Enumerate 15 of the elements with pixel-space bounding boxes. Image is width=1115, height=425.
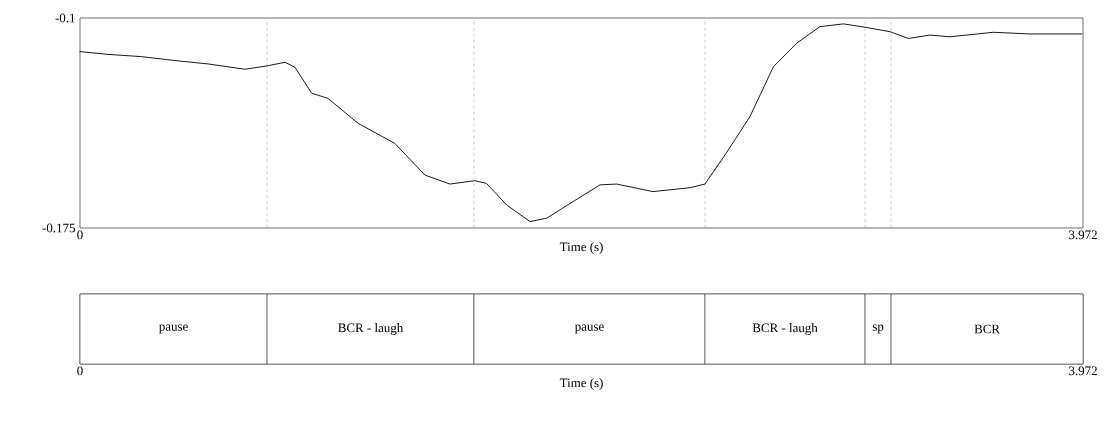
x-tick-label: 0	[77, 366, 83, 376]
series-label: BCR - laugh	[338, 323, 404, 335]
y-tick-label: -0.175	[42, 223, 75, 233]
series-label: pause	[159, 324, 188, 334]
x-axis-title: Time (s)	[559, 378, 603, 390]
series-label: BCR - laugh	[752, 323, 818, 335]
x-tick-label: 3.972	[1069, 366, 1097, 376]
line-series	[79, 23, 1083, 223]
series-label: pause	[574, 324, 604, 334]
series-label: sp	[872, 324, 884, 334]
x-tick-label: 0	[77, 230, 83, 240]
series-label: BCR	[974, 324, 1000, 334]
y-tick-label: -0.1	[55, 13, 75, 23]
x-axis-title: Time (s)	[559, 242, 603, 254]
x-tick-label: 3.972	[1069, 230, 1097, 240]
